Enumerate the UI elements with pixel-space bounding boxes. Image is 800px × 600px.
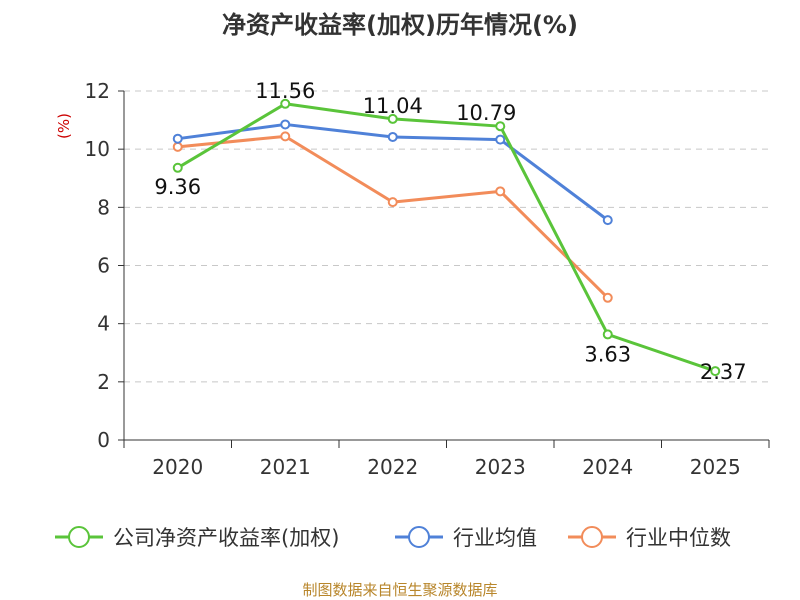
data-label: 11.04: [363, 94, 423, 118]
series-point-2: [387, 197, 398, 208]
x-tick-label: 2024: [582, 455, 633, 479]
x-tick-label: 2023: [475, 455, 526, 479]
x-tick-label: 2021: [260, 455, 311, 479]
y-tick-label: 6: [97, 254, 110, 278]
series-point-2: [495, 186, 506, 197]
source-note: 制图数据来自恒生聚源数据库: [302, 581, 497, 599]
x-axis-ticks: 2020 2021 2022 2023 2024 2025: [123, 440, 770, 479]
y-tick-label: 4: [97, 312, 110, 336]
y-axis-ticks: 0 2 4 6 8 10 12: [85, 79, 124, 452]
series-point-1: [602, 215, 613, 226]
series-point-1: [495, 134, 506, 145]
x-tick-label: 2025: [690, 455, 741, 479]
series-point-0: [172, 162, 183, 173]
series-point-0: [387, 113, 398, 124]
y-axis-unit: (%): [55, 113, 73, 139]
data-label: 11.56: [255, 79, 315, 103]
series-point-1: [172, 133, 183, 144]
series-point-1: [280, 119, 291, 130]
legend-marker: [408, 526, 430, 548]
data-label: 10.79: [456, 101, 516, 125]
y-tick-label: 8: [97, 195, 110, 219]
data-label: 2.37: [700, 360, 747, 384]
y-tick-label: 0: [97, 428, 110, 452]
data-label: 3.63: [584, 342, 631, 366]
data-labels: 9.36 11.56 11.04 10.79 3.63 2.37: [154, 79, 746, 384]
series-point-1: [387, 131, 398, 142]
legend-label: 行业中位数: [626, 526, 731, 550]
y-tick-label: 2: [97, 370, 110, 394]
series-line-2: [177, 134, 609, 299]
x-tick-label: 2020: [152, 455, 203, 479]
series-point-2: [602, 292, 613, 303]
series-point-0: [495, 121, 506, 132]
x-tick-label: 2022: [367, 455, 418, 479]
legend-marker: [581, 526, 603, 548]
legend-label: 公司净资产收益率(加权): [113, 526, 339, 550]
series-point-2: [172, 141, 183, 152]
series-group: [172, 98, 721, 377]
series-point-2: [280, 131, 291, 142]
series-line-0: [176, 102, 716, 373]
series-point-0: [280, 98, 291, 109]
chart-title: 净资产收益率(加权)历年情况(%): [222, 11, 578, 39]
legend-label: 行业均值: [453, 526, 537, 550]
legend-marker: [68, 526, 90, 548]
y-tick-label: 12: [85, 79, 110, 103]
series-point-0: [602, 329, 613, 340]
legend[interactable]: 公司净资产收益率(加权) 行业均值 行业中位数: [55, 526, 731, 550]
grid-lines: [124, 90, 769, 383]
series-point-0: [710, 366, 721, 377]
data-label: 9.36: [154, 175, 201, 199]
y-tick-label: 10: [85, 137, 110, 161]
